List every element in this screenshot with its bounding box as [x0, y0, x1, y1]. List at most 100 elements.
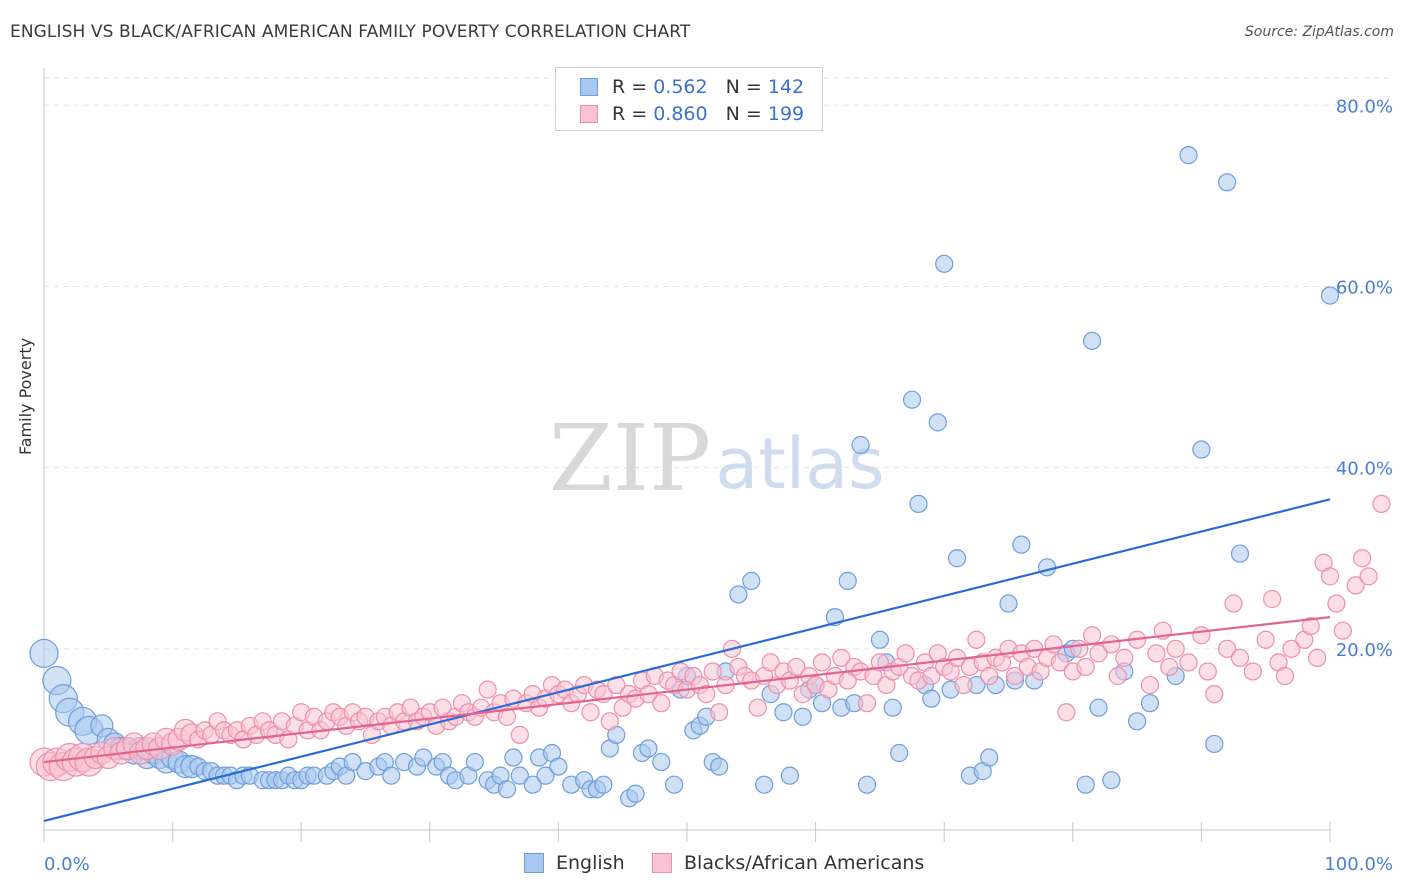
black-point: [1166, 639, 1185, 658]
black-point: [1218, 639, 1237, 658]
english-point: [999, 594, 1018, 613]
black-point: [857, 694, 877, 713]
black-legend-swatch: [652, 853, 672, 873]
black-point: [1224, 594, 1243, 613]
black-point: [1147, 644, 1166, 663]
english-point: [1179, 146, 1198, 165]
black-point: [922, 666, 941, 686]
black-point: [1070, 639, 1089, 658]
black-point: [1359, 567, 1378, 586]
black-point: [1179, 653, 1198, 672]
english-point: [626, 784, 645, 803]
black-point: [812, 653, 832, 672]
black-point: [761, 653, 780, 672]
black-point: [1308, 648, 1327, 667]
black-point: [478, 680, 497, 699]
n-value: 199: [767, 103, 805, 125]
black-point: [581, 703, 600, 722]
trend-lines: [43, 498, 1331, 823]
english-point: [890, 743, 909, 763]
black-point: [1050, 653, 1070, 672]
legend-item-english[interactable]: English: [524, 852, 625, 874]
english-point: [594, 775, 613, 794]
black-point: [607, 675, 626, 695]
legend-item-black[interactable]: Blacks/African Americans: [652, 852, 924, 874]
english-point: [928, 413, 947, 432]
black-point: [510, 725, 529, 744]
english-point: [780, 766, 799, 785]
black-point: [1082, 626, 1102, 645]
black-point: [1256, 630, 1275, 649]
english-point: [1320, 286, 1340, 305]
english-point: [1076, 775, 1095, 794]
black-point: [1102, 635, 1121, 654]
english-point: [504, 748, 523, 767]
english-point: [793, 707, 812, 726]
english-point: [774, 703, 793, 722]
english-point: [1102, 771, 1121, 790]
black-point: [1263, 589, 1282, 609]
english-point: [1192, 440, 1211, 459]
legend-row-black: R = 0.860 N = 199: [580, 102, 804, 126]
legend-row-english: R = 0.562 N = 142: [580, 75, 804, 99]
r-label: R =: [612, 76, 648, 98]
english-point: [922, 689, 941, 708]
black-point: [600, 712, 619, 731]
data-points: [29, 146, 1391, 808]
black-point: [1115, 648, 1134, 667]
english-point: [1037, 558, 1057, 577]
black-point: [1198, 662, 1217, 681]
english-point: [1089, 698, 1108, 717]
english-point: [343, 752, 362, 772]
english-point: [382, 766, 401, 785]
english-point: [1218, 173, 1237, 192]
english-point: [1012, 535, 1031, 554]
black-point: [703, 662, 722, 681]
black-point: [1301, 617, 1320, 636]
english-point: [902, 390, 922, 409]
english-point: [729, 585, 748, 604]
grid-lines: [44, 77, 1395, 650]
english-point: [1082, 331, 1102, 350]
y-tick-label: 40.0%: [1336, 459, 1393, 480]
black-point: [980, 666, 999, 686]
black-point: [1108, 666, 1127, 686]
r-value: 0.562: [653, 76, 708, 98]
english-point: [414, 748, 433, 767]
black-point: [497, 707, 517, 726]
english-point: [465, 752, 484, 772]
english-point: [883, 698, 902, 717]
black-point: [1327, 594, 1346, 613]
english-point: [652, 752, 671, 772]
english-point: [523, 775, 542, 794]
english-point: [935, 254, 954, 273]
watermark-atlas: atlas: [715, 423, 884, 505]
black-swatch: [580, 105, 598, 123]
english-point: [1205, 734, 1224, 754]
english-point: [870, 630, 890, 649]
english-point: [909, 494, 928, 513]
black-point: [1057, 703, 1076, 722]
english-point: [857, 775, 877, 794]
black-point: [748, 698, 767, 717]
english-point: [1140, 694, 1160, 713]
chart-title: ENGLISH VS BLACK/AFRICAN AMERICAN FAMILY…: [10, 22, 691, 42]
black-point: [954, 675, 973, 695]
black-point: [1346, 576, 1365, 595]
black-trend-line: [43, 616, 1331, 764]
english-point: [851, 435, 870, 455]
x-tick-label: 0.0%: [44, 854, 90, 875]
english-point: [497, 780, 517, 799]
english-point: [980, 748, 999, 767]
stats-legend: R = 0.562 N = 142 R = 0.860 N = 199: [555, 67, 823, 131]
english-swatch: [580, 78, 598, 96]
english-point: [755, 775, 774, 794]
black-point: [1320, 567, 1340, 586]
black-point: [1275, 666, 1295, 686]
english-point: [838, 571, 857, 590]
r-label: R =: [612, 103, 648, 125]
black-point: [793, 685, 812, 704]
english-point: [742, 571, 761, 590]
black-legend-label: Blacks/African Americans: [684, 852, 925, 874]
